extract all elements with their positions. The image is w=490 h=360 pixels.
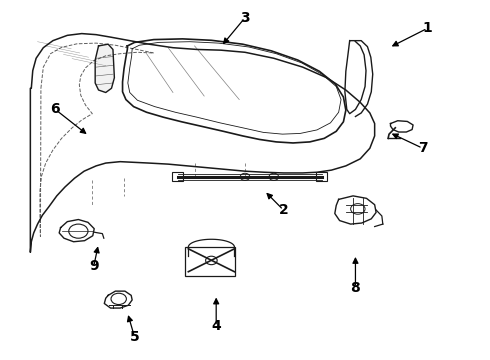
Text: 9: 9 (89, 260, 98, 274)
Text: 2: 2 (278, 203, 288, 217)
Text: 6: 6 (50, 103, 60, 116)
Text: 5: 5 (130, 330, 140, 344)
Text: 1: 1 (422, 21, 432, 35)
Text: 8: 8 (350, 280, 360, 294)
Text: 3: 3 (240, 11, 250, 25)
Polygon shape (95, 44, 114, 93)
Circle shape (206, 256, 217, 265)
Bar (172, 172, 183, 181)
Bar (185, 247, 235, 276)
Text: 7: 7 (418, 141, 427, 155)
Text: 4: 4 (211, 319, 221, 333)
Bar (316, 172, 327, 181)
